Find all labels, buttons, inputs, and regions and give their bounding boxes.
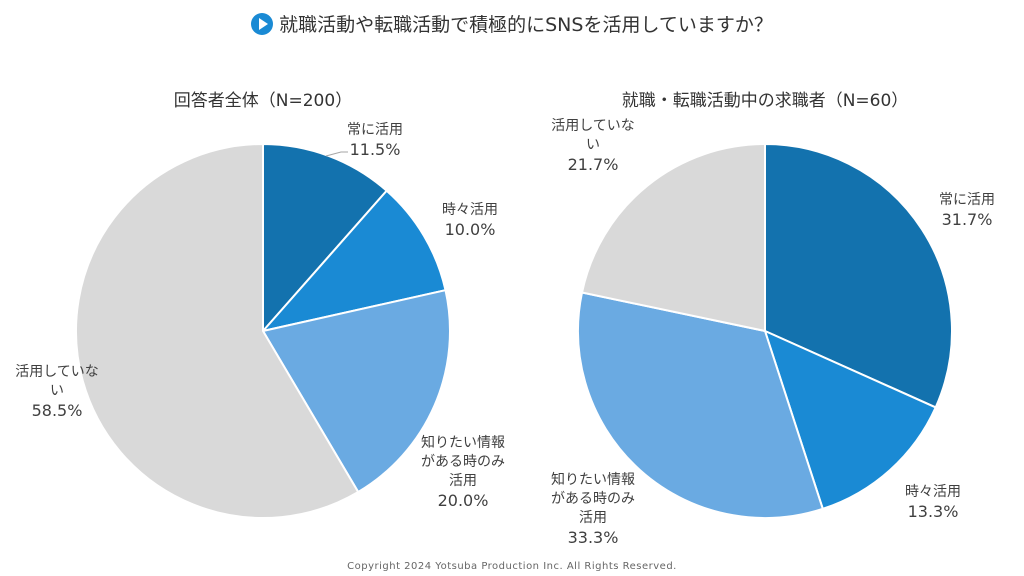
- copyright: Copyright 2024 Yotsuba Production Inc. A…: [347, 561, 677, 572]
- pie-slice: [75, 142, 360, 519]
- data-label: 知りたい情報がある時のみ活用 33.3%: [551, 472, 635, 547]
- data-label: 常に活用 11.5%: [347, 122, 403, 159]
- data-label: 活用していない 21.7%: [551, 118, 635, 174]
- pie-slice: [262, 142, 389, 334]
- pie-slice: [580, 142, 766, 333]
- chart-title: 就職活動や転職活動で積極的にSNSを活用していますか？: [0, 10, 1024, 37]
- pie-slice: [577, 291, 825, 519]
- play-icon: [251, 13, 274, 35]
- pie-slice: [764, 142, 953, 409]
- pie-slice: [261, 289, 451, 494]
- title-text: 就職活動や転職活動で積極的にSNSを活用していますか？: [279, 14, 773, 36]
- pie-slice: [763, 329, 937, 511]
- pie-title-all: 回答者全体（N=200）: [173, 91, 353, 111]
- data-label: 時々活用 13.3%: [905, 484, 961, 521]
- pie-slice: [260, 189, 447, 333]
- data-label: 活用していない 58.5%: [15, 364, 99, 420]
- data-label: 常に活用 31.7%: [939, 192, 995, 229]
- data-label: 時々活用 10.0%: [442, 202, 498, 239]
- data-label: 知りたい情報がある時のみ活用 20.0%: [421, 435, 505, 510]
- pie-title-seekers: 就職・転職活動中の求職者（N=60）: [621, 91, 909, 111]
- leader-line: [325, 151, 348, 157]
